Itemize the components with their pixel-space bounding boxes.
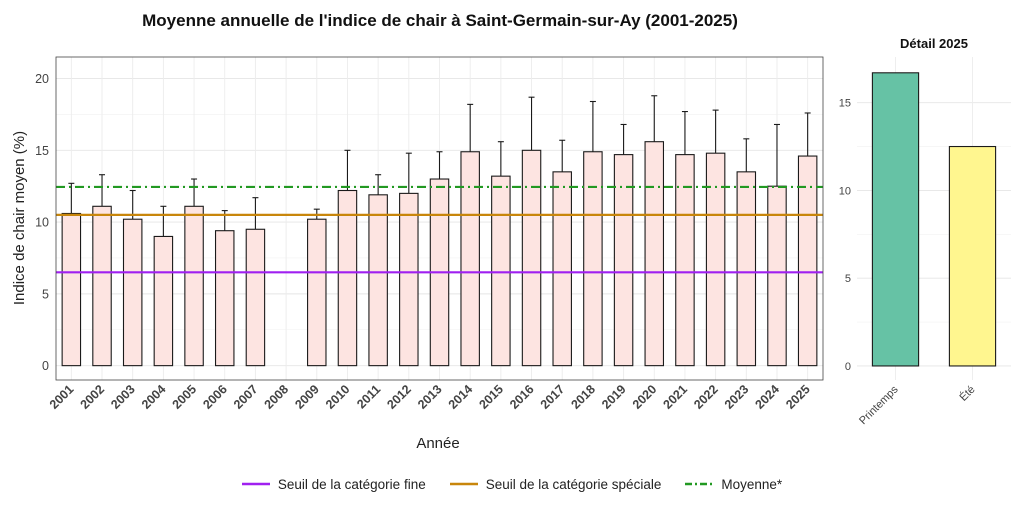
- x-tick-label-2019: 2019: [599, 382, 629, 412]
- x-tick-label-2015: 2015: [476, 382, 506, 412]
- bar-2007: [245, 228, 266, 367]
- bar-2024: [767, 185, 787, 367]
- x-tick-label-2024: 2024: [753, 382, 783, 412]
- x-tick-label-2011: 2011: [354, 382, 383, 411]
- bar-2005: [184, 205, 204, 367]
- x-tick-label-2018: 2018: [568, 382, 598, 412]
- bar-2004: [153, 235, 174, 367]
- legend-key-moyenne: [685, 482, 714, 486]
- x-tick-label-2009: 2009: [292, 382, 322, 412]
- side-y-tick-label: 5: [845, 273, 851, 285]
- x-tick-label-2012: 2012: [384, 382, 414, 412]
- bar-2015: [491, 175, 511, 367]
- legend-label-speciale: Seuil de la catégorie spéciale: [485, 476, 662, 492]
- side-chart-title: Détail 2025: [900, 36, 968, 51]
- bar-2006: [214, 230, 235, 367]
- bar-2009: [307, 218, 327, 367]
- bar-2003: [122, 218, 143, 367]
- main-y-tick-label: 5: [42, 287, 49, 301]
- side-x-tick-label-Été: Été: [957, 383, 978, 404]
- bar-2018: [583, 151, 603, 367]
- x-tick-label-2021: 2021: [660, 382, 690, 412]
- x-tick-label-2010: 2010: [323, 382, 353, 412]
- side-bar-Printemps: [871, 72, 920, 367]
- x-tick-label-2001: 2001: [47, 382, 77, 412]
- legend: Seuil de la catégorie fine Seuil de la c…: [0, 472, 1024, 496]
- legend-label-fine: Seuil de la catégorie fine: [277, 476, 426, 492]
- main-plot-border: [55, 56, 824, 381]
- side-bar-Été: [948, 145, 997, 367]
- legend-item-moyenne: Moyenne*: [685, 477, 782, 492]
- bar-2022: [705, 152, 726, 367]
- main-chart-title: Moyenne annuelle de l'indice de chair à …: [142, 11, 738, 30]
- x-tick-label-2002: 2002: [78, 382, 108, 412]
- bar-2011: [368, 194, 388, 367]
- side-plot-area: 0 5 10 15 Printemps Été: [839, 57, 1011, 427]
- side-x-tick-label-Printemps: Printemps: [857, 383, 901, 427]
- side-y-tick-label: 10: [839, 185, 851, 197]
- x-tick-label-2023: 2023: [722, 382, 752, 412]
- main-chart-ylabel: Indice de chair moyen (%): [11, 131, 28, 305]
- legend-item-fine: Seuil de la catégorie fine: [241, 476, 426, 492]
- x-tick-label-2003: 2003: [108, 382, 138, 412]
- x-tick-label-2016: 2016: [507, 382, 537, 412]
- bar-2012: [399, 192, 419, 367]
- bar-2014: [460, 151, 480, 367]
- side-y-tick-label: 0: [845, 361, 851, 373]
- main-y-tick-label: 10: [35, 216, 49, 230]
- bar-2017: [552, 171, 572, 367]
- main-plot-area: 0 5 10 15 20 2001 2002 2003 2004 2005 2006 2007 2008…: [35, 56, 824, 412]
- x-tick-label-2014: 2014: [446, 382, 476, 412]
- bar-2001: [61, 212, 82, 367]
- main-y-tick-label: 20: [35, 72, 49, 86]
- side-y-tick-label: 15: [839, 98, 851, 110]
- main-y-tick-label: 15: [35, 144, 49, 158]
- x-tick-label-2020: 2020: [630, 382, 660, 412]
- x-tick-label-2006: 2006: [200, 382, 230, 412]
- main-chart-xlabel: Année: [416, 435, 459, 452]
- legend-key-speciale: [449, 482, 478, 486]
- legend-label-moyenne: Moyenne*: [721, 476, 783, 492]
- x-tick-label-2004: 2004: [139, 382, 169, 412]
- bar-2010: [337, 189, 358, 367]
- x-tick-label-2005: 2005: [170, 382, 200, 412]
- main-y-tick-label: 0: [42, 359, 49, 373]
- bar-2020: [644, 141, 665, 367]
- legend-item-speciale: Seuil de la catégorie spéciale: [449, 476, 662, 492]
- x-tick-label-2017: 2017: [538, 382, 568, 412]
- x-tick-label-2025: 2025: [783, 382, 813, 412]
- x-tick-label-2008: 2008: [262, 382, 292, 412]
- bar-2023: [736, 171, 757, 367]
- bar-2016: [521, 149, 542, 367]
- chart-canvas: Moyenne annuelle de l'indice de chair à …: [11, 11, 1011, 452]
- x-tick-label-2022: 2022: [691, 382, 721, 412]
- bar-2002: [92, 205, 112, 367]
- x-tick-label-2013: 2013: [415, 382, 445, 412]
- legend-key-fine: [241, 482, 270, 486]
- x-tick-label-2007: 2007: [231, 382, 261, 412]
